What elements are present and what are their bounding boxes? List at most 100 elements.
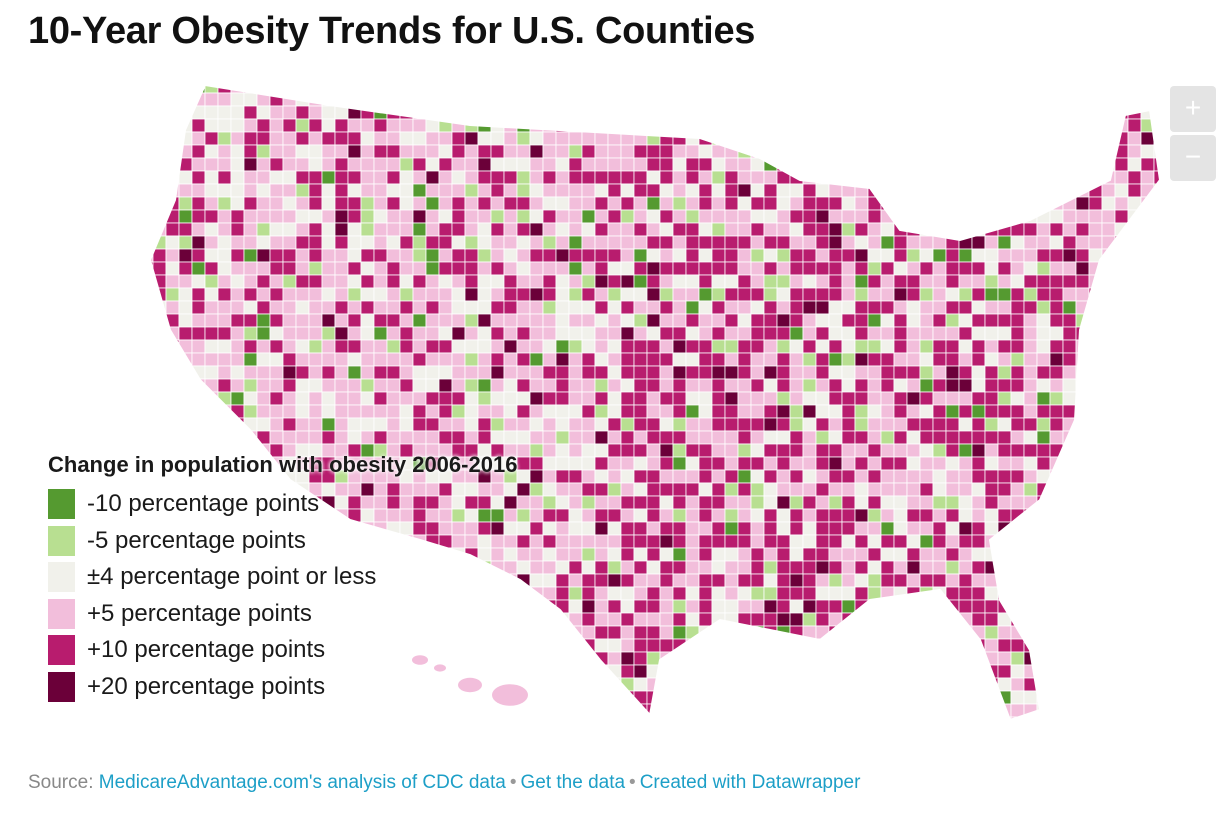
county[interactable] bbox=[152, 313, 167, 328]
county[interactable] bbox=[165, 105, 180, 120]
county[interactable] bbox=[646, 300, 661, 315]
county[interactable] bbox=[776, 547, 791, 562]
county[interactable] bbox=[958, 144, 973, 159]
county[interactable] bbox=[815, 326, 830, 341]
county[interactable] bbox=[438, 209, 453, 224]
county[interactable] bbox=[516, 547, 531, 562]
county[interactable] bbox=[529, 417, 544, 432]
county[interactable] bbox=[698, 222, 713, 237]
county[interactable] bbox=[633, 300, 648, 315]
county[interactable] bbox=[828, 703, 843, 718]
county[interactable] bbox=[1062, 339, 1077, 354]
county[interactable] bbox=[828, 677, 843, 692]
county[interactable] bbox=[932, 690, 947, 705]
county[interactable] bbox=[1114, 326, 1129, 341]
county[interactable] bbox=[1036, 144, 1051, 159]
county[interactable] bbox=[140, 170, 154, 185]
county[interactable] bbox=[763, 482, 778, 497]
county[interactable] bbox=[997, 404, 1012, 419]
county[interactable] bbox=[802, 690, 817, 705]
county[interactable] bbox=[581, 495, 596, 510]
county[interactable] bbox=[893, 508, 908, 523]
county[interactable] bbox=[386, 248, 401, 263]
county[interactable] bbox=[854, 521, 869, 536]
county[interactable] bbox=[984, 469, 999, 484]
county[interactable] bbox=[360, 391, 375, 406]
county[interactable] bbox=[1101, 352, 1116, 367]
county[interactable] bbox=[334, 235, 349, 250]
county[interactable] bbox=[945, 378, 960, 393]
county[interactable] bbox=[1114, 599, 1129, 614]
county[interactable] bbox=[893, 80, 908, 94]
county[interactable] bbox=[568, 313, 583, 328]
county[interactable] bbox=[1010, 638, 1025, 653]
county[interactable] bbox=[386, 287, 401, 302]
county[interactable] bbox=[776, 196, 791, 211]
county[interactable] bbox=[932, 92, 947, 107]
county[interactable] bbox=[542, 274, 557, 289]
county[interactable] bbox=[1127, 430, 1142, 445]
county[interactable] bbox=[789, 80, 804, 94]
county[interactable] bbox=[243, 352, 258, 367]
county[interactable] bbox=[1049, 495, 1064, 510]
county[interactable] bbox=[724, 352, 739, 367]
county[interactable] bbox=[555, 144, 570, 159]
county[interactable] bbox=[711, 248, 726, 263]
county[interactable] bbox=[945, 339, 960, 354]
county[interactable] bbox=[568, 144, 583, 159]
county[interactable] bbox=[620, 183, 635, 198]
county[interactable] bbox=[971, 573, 986, 588]
county[interactable] bbox=[997, 144, 1012, 159]
county[interactable] bbox=[711, 170, 726, 185]
county[interactable] bbox=[516, 716, 531, 730]
county[interactable] bbox=[880, 547, 895, 562]
county[interactable] bbox=[1101, 92, 1116, 107]
county[interactable] bbox=[594, 495, 609, 510]
county[interactable] bbox=[165, 222, 180, 237]
county[interactable] bbox=[529, 599, 544, 614]
county[interactable] bbox=[1036, 495, 1051, 510]
county[interactable] bbox=[854, 131, 869, 146]
county[interactable] bbox=[763, 417, 778, 432]
county[interactable] bbox=[1023, 118, 1038, 133]
county[interactable] bbox=[997, 287, 1012, 302]
county[interactable] bbox=[581, 586, 596, 601]
county[interactable] bbox=[971, 170, 986, 185]
county[interactable] bbox=[620, 586, 635, 601]
county[interactable] bbox=[867, 690, 882, 705]
county[interactable] bbox=[607, 716, 622, 730]
county[interactable] bbox=[347, 222, 362, 237]
county[interactable] bbox=[412, 235, 427, 250]
county[interactable] bbox=[737, 495, 752, 510]
county[interactable] bbox=[919, 521, 934, 536]
county[interactable] bbox=[906, 92, 921, 107]
county[interactable] bbox=[243, 157, 258, 172]
county[interactable] bbox=[1114, 638, 1129, 653]
county[interactable] bbox=[1153, 391, 1167, 406]
county[interactable] bbox=[763, 690, 778, 705]
county[interactable] bbox=[568, 547, 583, 562]
county[interactable] bbox=[841, 274, 856, 289]
county[interactable] bbox=[1010, 378, 1025, 393]
county[interactable] bbox=[1127, 339, 1142, 354]
county[interactable] bbox=[802, 456, 817, 471]
county[interactable] bbox=[464, 92, 479, 107]
county[interactable] bbox=[594, 443, 609, 458]
county[interactable] bbox=[438, 287, 453, 302]
county[interactable] bbox=[1167, 431, 1180, 444]
county[interactable] bbox=[529, 443, 544, 458]
county[interactable] bbox=[542, 495, 557, 510]
county[interactable] bbox=[243, 118, 258, 133]
county[interactable] bbox=[386, 118, 401, 133]
county[interactable] bbox=[1153, 430, 1167, 445]
county[interactable] bbox=[815, 339, 830, 354]
county[interactable] bbox=[659, 118, 674, 133]
county[interactable] bbox=[789, 313, 804, 328]
county[interactable] bbox=[1153, 482, 1167, 497]
county[interactable] bbox=[529, 339, 544, 354]
county[interactable] bbox=[906, 599, 921, 614]
county[interactable] bbox=[984, 300, 999, 315]
county[interactable] bbox=[256, 274, 271, 289]
county[interactable] bbox=[945, 573, 960, 588]
county[interactable] bbox=[776, 326, 791, 341]
